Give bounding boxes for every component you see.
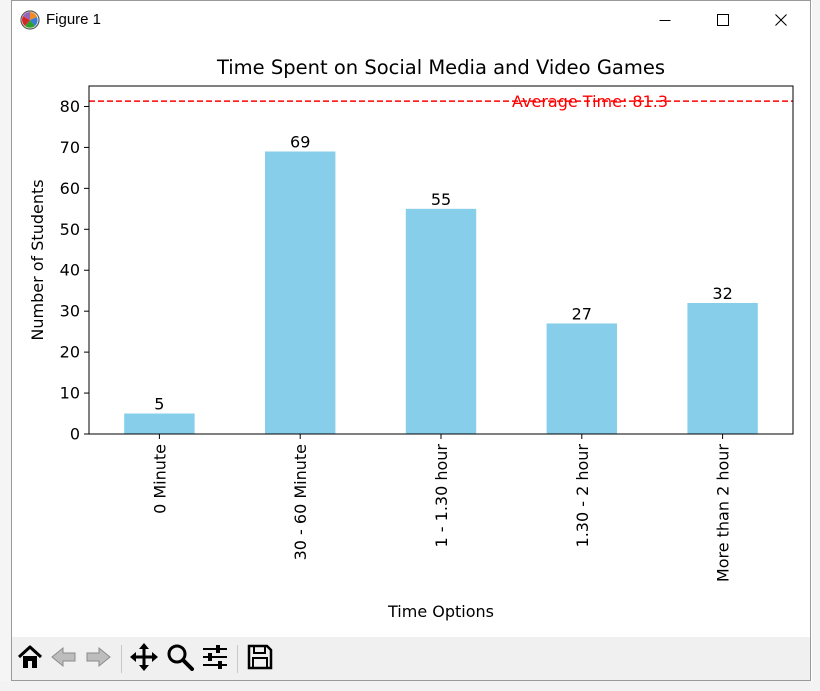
minimize-button[interactable]	[636, 1, 694, 39]
y-tick-label: 0	[70, 425, 80, 444]
bar	[546, 323, 617, 434]
y-tick-label: 50	[60, 220, 80, 239]
x-tick-label: 30 - 60 Minute	[291, 444, 310, 560]
bar	[265, 151, 336, 434]
forward-button[interactable]	[82, 643, 114, 675]
window-title: Figure 1	[46, 11, 102, 28]
x-tick-label: More than 2 hour	[714, 444, 733, 583]
background-editor-strip-bottom	[0, 681, 820, 691]
bar	[124, 413, 195, 434]
maximize-icon	[717, 14, 729, 26]
data-label: 69	[290, 133, 310, 152]
data-label: 5	[154, 395, 164, 414]
bar	[405, 208, 477, 434]
y-tick-label: 30	[60, 302, 80, 321]
data-label: 32	[712, 284, 732, 303]
y-tick-label: 70	[60, 138, 80, 157]
zoom-button[interactable]	[164, 643, 196, 675]
bar	[687, 302, 758, 434]
zoom-icon	[166, 643, 194, 675]
navigation-toolbar	[12, 637, 810, 680]
figure-window: Figure 1 5 69 55 27 32 Average Time: 81.3 0 10 2…	[11, 0, 811, 681]
save-button[interactable]	[244, 643, 276, 675]
back-button[interactable]	[48, 643, 80, 675]
toolbar-separator	[121, 645, 122, 673]
background-editor-strip-left	[0, 0, 11, 691]
minimize-icon	[659, 14, 671, 26]
pan-icon	[129, 642, 159, 676]
pan-button[interactable]	[128, 643, 160, 675]
x-tick-label: 0 Minute	[150, 444, 169, 514]
home-icon	[16, 643, 44, 675]
title-bar: Figure 1	[12, 1, 810, 39]
matplotlib-logo-icon	[20, 10, 40, 30]
figure-canvas[interactable]: 5 69 55 27 32 Average Time: 81.3 0 10 20 30 40 50 60…	[12, 39, 810, 637]
average-line-label: Average Time: 81.3	[512, 92, 668, 111]
bar-chart: 5 69 55 27 32 Average Time: 81.3 0 10 20 30 40 50 60…	[28, 56, 794, 621]
configure-subplots-button[interactable]	[199, 643, 231, 675]
y-tick-label: 20	[60, 343, 80, 362]
x-axis-label: Time Options	[387, 602, 494, 621]
y-tick-label: 60	[60, 179, 80, 198]
x-tick-label: 1 - 1.30 hour	[432, 444, 451, 548]
close-icon	[775, 14, 787, 26]
x-tick-label: 1.30 - 2 hour	[573, 444, 592, 548]
configure-subplots-icon	[201, 643, 229, 675]
chart-title: Time Spent on Social Media and Video Gam…	[216, 56, 665, 79]
back-icon	[50, 643, 78, 675]
y-tick-label: 40	[60, 261, 80, 280]
forward-icon	[84, 643, 112, 675]
data-label: 55	[431, 190, 451, 209]
home-button[interactable]	[14, 643, 46, 675]
y-axis-label: Number of Students	[28, 179, 47, 340]
y-tick-label: 80	[60, 97, 80, 116]
y-tick-label: 10	[60, 384, 80, 403]
close-button[interactable]	[752, 1, 810, 39]
data-label: 27	[572, 304, 592, 323]
background-editor-strip-right	[812, 0, 820, 691]
save-icon	[246, 643, 274, 675]
toolbar-separator	[237, 645, 238, 673]
maximize-button[interactable]	[694, 1, 752, 39]
